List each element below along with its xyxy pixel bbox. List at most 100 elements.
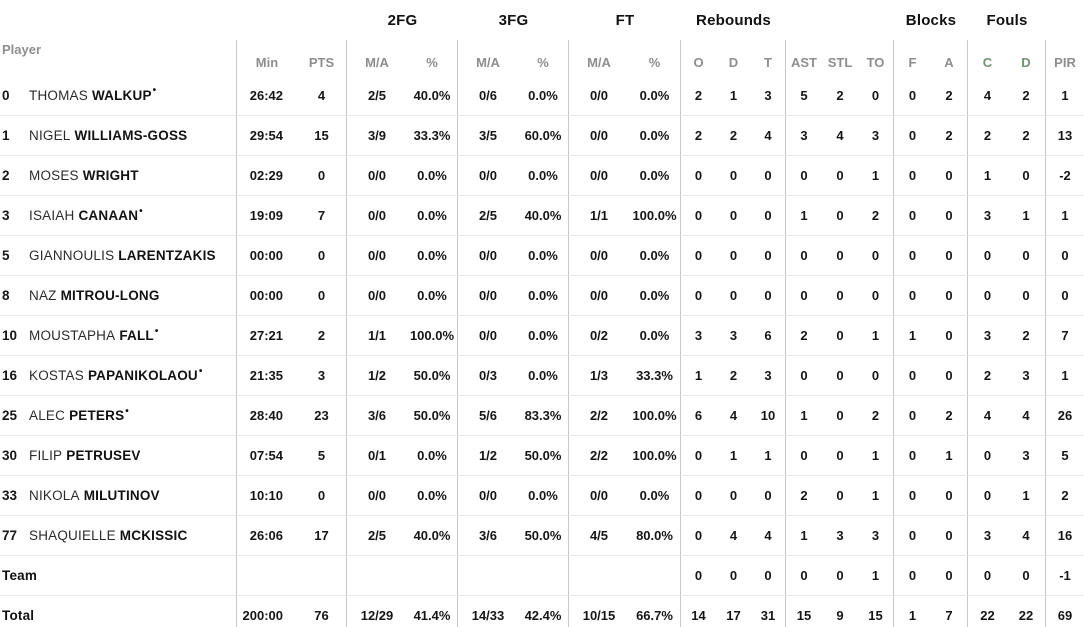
stat-foul-c: 0 — [983, 568, 992, 583]
stat-reb-d: 0 — [729, 488, 738, 503]
stat-pts: 0 — [297, 156, 347, 195]
table-body: 0 THOMAS WALKUP • 26:42 4 2/5 40.0% 0/6 … — [0, 75, 1084, 627]
stat-3fg-ma: 0/3 — [478, 368, 498, 383]
group-ft: FT — [615, 11, 635, 29]
stat-3fg-ma: 3/6 — [478, 528, 498, 543]
player-name-cell[interactable]: 8 NAZ MITROU-LONG — [0, 276, 237, 315]
stat-2fg-pct: 0.0% — [407, 156, 458, 195]
stat-3fg-pct: 0.0% — [518, 75, 569, 115]
stat-reb-d: 1 — [729, 448, 738, 463]
stat-2fg-ma: 0/1 — [367, 448, 387, 463]
group-rebounds: Rebounds — [696, 11, 771, 29]
stat-reb-d: 4 — [729, 528, 738, 543]
stat-min: 28:40 — [249, 408, 283, 423]
stat-ft-pct — [629, 556, 681, 595]
stat-blk-f: 0 — [908, 488, 917, 503]
stat-blk-a: 0 — [931, 276, 968, 315]
stat-reb-d: 4 — [729, 408, 738, 423]
group-fouls: Fouls — [986, 11, 1028, 29]
stat-min: 07:54 — [249, 448, 283, 463]
column-header-row: Player Min PTS M/A % M/A % M/A % O D T A… — [0, 40, 1084, 75]
player-name-cell[interactable]: 0 THOMAS WALKUP • — [0, 75, 237, 115]
stat-reb-t: 6 — [751, 316, 786, 355]
player-name-cell[interactable]: 10 MOUSTAPHA FALL • — [0, 316, 237, 355]
col-header-player: Player — [0, 40, 237, 75]
stat-min: 29:54 — [249, 128, 283, 143]
player-name-cell[interactable]: 2 MOSES WRIGHT — [0, 156, 237, 195]
stat-3fg-pct: 60.0% — [518, 116, 569, 155]
table-row: 5 GIANNOULIS LARENTZAKIS 00:00 0 0/0 0.0… — [0, 235, 1084, 275]
player-last-name: WRIGHT — [82, 168, 139, 183]
stat-ft-ma — [569, 556, 629, 595]
player-name-cell[interactable]: 16 KOSTAS PAPANIKOLAOU • — [0, 356, 237, 395]
stat-3fg-pct: 0.0% — [518, 236, 569, 275]
stat-foul-d: 1 — [1007, 476, 1046, 515]
stat-blk-a: 2 — [931, 75, 968, 115]
stat-reb-o: 2 — [694, 87, 703, 103]
player-name-cell[interactable]: 33 NIKOLA MILUTINOV — [0, 476, 237, 515]
stat-2fg-pct: 40.0% — [407, 516, 458, 555]
stat-stl: 3 — [836, 528, 844, 543]
stat-foul-c: 0 — [983, 448, 992, 463]
stat-to: 1 — [858, 156, 894, 195]
player-number: 1 — [2, 128, 10, 143]
stat-blk-f: 0 — [908, 248, 917, 263]
stat-reb-t: 4 — [751, 116, 786, 155]
table-row: 8 NAZ MITROU-LONG 00:00 0 0/0 0.0% 0/0 0… — [0, 275, 1084, 315]
player-name-cell[interactable]: 25 ALEC PETERS • — [0, 396, 237, 435]
col-header-reb-d: D — [728, 55, 739, 70]
stat-3fg-ma: 0/0 — [478, 328, 498, 343]
stat-stl: 0 — [836, 368, 844, 383]
player-number: 33 — [2, 488, 18, 503]
stat-foul-d: 4 — [1007, 396, 1046, 435]
col-header-3fg-ma: M/A — [476, 55, 500, 70]
stat-2fg-pct: 0.0% — [407, 276, 458, 315]
stat-foul-c: 4 — [983, 408, 992, 423]
player-number: 2 — [2, 168, 10, 183]
stat-3fg-ma: 3/5 — [478, 128, 498, 143]
stat-blk-a: 0 — [931, 476, 968, 515]
player-name-cell[interactable]: 1 NIGEL WILLIAMS-GOSS — [0, 116, 237, 155]
stat-reb-d: 2 — [729, 368, 738, 383]
stat-2fg-ma: 0/0 — [367, 208, 387, 223]
stat-2fg-pct: 0.0% — [407, 236, 458, 275]
stat-foul-d: 2 — [1007, 75, 1046, 115]
stat-ast: 5 — [800, 87, 808, 103]
stat-3fg-pct: 0.0% — [518, 356, 569, 395]
group-blocks: Blocks — [905, 11, 957, 29]
stat-foul-c: 4 — [983, 87, 992, 103]
stat-2fg-ma: 3/6 — [367, 408, 387, 423]
stat-3fg-ma: 0/6 — [478, 87, 498, 103]
stat-min: 00:00 — [249, 288, 283, 303]
stat-ft-ma: 0/2 — [589, 328, 609, 343]
player-last-name: MCKISSIC — [119, 528, 188, 543]
stat-min: 10:10 — [249, 488, 283, 503]
stat-pts: 76 — [297, 596, 347, 627]
player-name-cell[interactable]: 3 ISAIAH CANAAN • — [0, 196, 237, 235]
player-name-cell[interactable]: 77 SHAQUIELLE MCKISSIC — [0, 516, 237, 555]
starter-dot-icon: • — [198, 365, 203, 377]
player-number: 3 — [2, 208, 10, 223]
stat-reb-t: 0 — [751, 476, 786, 515]
stat-ast: 2 — [800, 328, 808, 343]
player-first-name: NIGEL — [29, 128, 71, 143]
player-last-name: WILLIAMS-GOSS — [74, 128, 188, 143]
stat-2fg-ma — [347, 556, 407, 595]
stat-foul-c: 2 — [983, 368, 992, 383]
stat-min: 19:09 — [249, 208, 283, 223]
stat-reb-t: 4 — [751, 516, 786, 555]
col-header-3fg-pct: % — [518, 40, 569, 75]
stat-reb-d: 0 — [729, 288, 738, 303]
stat-reb-o: 14 — [691, 608, 706, 623]
col-header-ft-ma: M/A — [587, 55, 611, 70]
stat-ast: 0 — [800, 568, 808, 583]
stat-2fg-pct: 50.0% — [407, 356, 458, 395]
stat-3fg-pct: 0.0% — [518, 156, 569, 195]
stat-min — [237, 556, 297, 595]
col-header-blk-f: F — [908, 55, 917, 70]
player-name-cell[interactable]: 30 FILIP PETRUSEV — [0, 436, 237, 475]
stat-reb-o: 0 — [694, 248, 703, 263]
stat-blk-f: 0 — [908, 448, 917, 463]
player-name-cell[interactable]: 5 GIANNOULIS LARENTZAKIS — [0, 236, 237, 275]
stat-reb-o: 0 — [694, 168, 703, 183]
